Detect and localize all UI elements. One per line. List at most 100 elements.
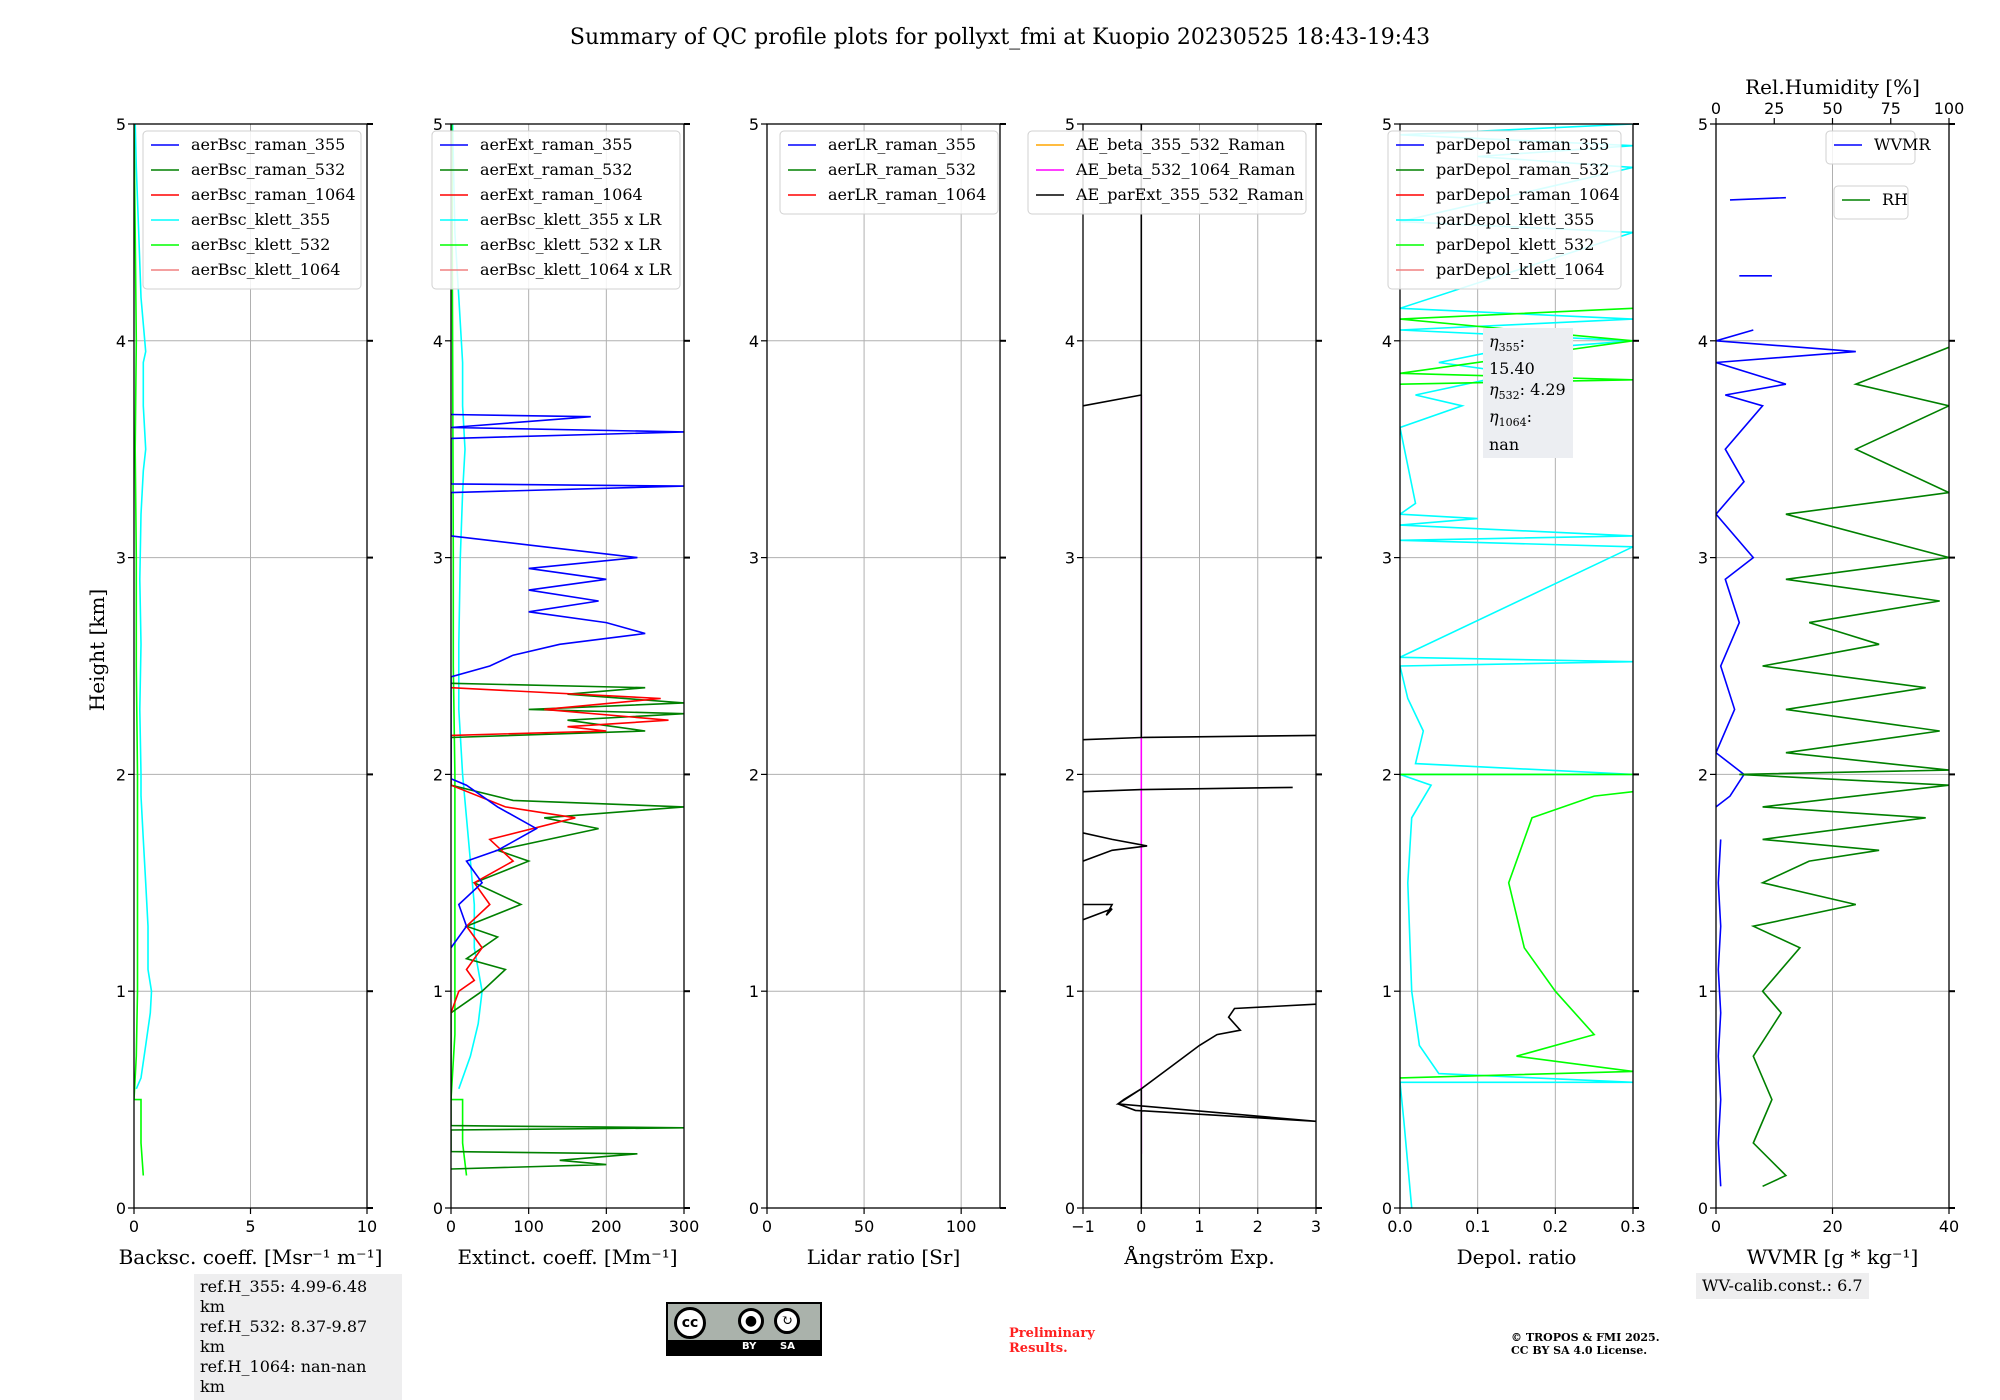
copyright-note: © TROPOS & FMI 2025. CC BY SA 4.0 Licens… [1511,1331,1660,1357]
y-tick-label: 1 [1698,982,1708,1001]
x-axis-label: Depol. ratio [1457,1245,1577,1269]
cc-license-badge: cc ● ↻ BY SA [666,1302,822,1356]
x-axis-label: WVMR [g * kg⁻¹] [1747,1245,1919,1269]
y-tick-label: 4 [116,332,126,351]
axes-frame [1082,123,1317,1209]
y-tick-label: 0 [116,1199,126,1218]
x-axis-label: Backsc. coeff. [Msr⁻¹ m⁻¹] [119,1245,383,1269]
legend-entry: aerExt_raman_355 [480,135,633,154]
y-tick-label: 1 [749,982,759,1001]
y-tick-label: 5 [749,115,759,134]
x-tick-label: 0.0 [1387,1217,1412,1236]
legend: parDepol_raman_355 parDepol_raman_532 parD… [1387,130,1622,290]
y-tick-label: 0 [1065,1199,1075,1218]
x-tick-label: 0 [762,1217,772,1236]
top-tick-label: 75 [1881,99,1901,118]
panel-5: 0.0 0.1 0.2 0.3 0 1 2 3 4 5 Depol. ratio parDepol_r… [1382,115,1646,1269]
y-tick-label: 3 [116,549,126,568]
top-tick-label: 0 [1711,99,1721,118]
y-axis-label: Height [km] [85,589,109,711]
legend-entry: aerBsc_klett_355 [191,210,330,229]
wv-calib-box: WV-calib.const.: 6.7 [1696,1273,1869,1299]
axes-frame [1399,123,1634,1209]
legend: RH [1833,185,1909,220]
legend-entry: parDepol_raman_1064 [1436,185,1620,204]
legend-entry: aerBsc_raman_1064 [191,185,356,204]
axes-frame [133,123,368,1209]
x-tick-label: 0.1 [1465,1217,1490,1236]
ref-height-1064: ref.H_1064: nan-nan km [200,1357,367,1396]
series-aerBsc_klett_532 [134,124,145,1176]
legend: aerBsc_raman_355 aerBsc_raman_532 aerBsc_r… [142,130,362,290]
x-tick-label: 0 [1136,1217,1146,1236]
angstrom-depol-annotation: η355: 15.40 η532: 4.29 η1064: nan [1483,328,1573,458]
legend-entry: aerLR_raman_532 [828,160,976,179]
panel-3: 0 50 100 0 1 2 3 4 5 Lidar ratio [Sr] aerLR_raman_… [749,115,1006,1269]
series-group [451,124,684,1176]
x-tick-label: 0 [446,1217,456,1236]
legend-entry: aerBsc_klett_532 x LR [480,235,662,254]
x-tick-label: 1 [1194,1217,1204,1236]
series-group [1083,124,1316,1208]
y-tick-label: 1 [1065,982,1075,1001]
y-tick-label: 0 [433,1199,443,1218]
y-tick-label: 4 [1382,332,1392,351]
series-group [134,124,153,1176]
legend-entry: aerBsc_klett_355 x LR [480,210,662,229]
x-tick-label: 5 [245,1217,255,1236]
series-WVMR [1729,196,1786,201]
y-tick-label: 3 [433,549,443,568]
legend-entry: aerBsc_klett_1064 x LR [480,260,672,279]
cc-icon: cc [674,1307,706,1339]
series-WVMR [1716,329,1856,808]
axes-frame [766,123,1001,1209]
legend-entry: aerBsc_klett_1064 [191,260,340,279]
y-tick-label: 4 [749,332,759,351]
legend: AE_beta_355_532_Raman AE_beta_532_1064_Ra… [1027,130,1307,215]
x-axis-label: Lidar ratio [Sr] [807,1245,961,1269]
person-icon: ● [738,1308,764,1334]
legend-box [1833,185,1909,220]
legend-box [1387,130,1622,290]
series-AE_parExt_355_532_Raman [1083,394,1142,407]
legend-entry: aerExt_raman_532 [480,160,633,179]
top-tick-label: 100 [1934,99,1965,118]
legend-entry: AE_beta_355_532_Raman [1075,135,1285,154]
series-parDepol_klett_532 [1400,790,1633,1079]
series-WVMR [1717,839,1722,1187]
series-parDepol_klett_355 [1400,124,1633,1208]
legend-box [1825,130,1916,165]
legend: aerExt_raman_355 aerExt_raman_532 aerExt_r… [431,130,681,290]
panel-1: 0 5 10 0 1 2 3 4 5 Backsc. coeff. [Msr⁻¹ m⁻¹] aerB… [116,115,383,1269]
legend-box [779,130,999,215]
legend: aerLR_raman_355 aerLR_raman_532 aerLR_rama… [779,130,999,215]
y-tick-label: 3 [1382,549,1392,568]
axes-frame [450,123,685,1209]
series-aerBsc_klett_532 x LR [451,124,468,1176]
legend-entry: parDepol_raman_355 [1436,135,1609,154]
y-tick-label: 4 [1065,332,1075,351]
y-tick-label: 3 [1065,549,1075,568]
y-tick-label: 2 [1065,765,1075,784]
x-tick-label: 0 [129,1217,139,1236]
y-tick-label: 5 [116,115,126,134]
legend-entry: parDepol_klett_1064 [1436,260,1605,279]
y-tick-label: 1 [116,982,126,1001]
legend-box [142,130,362,290]
y-tick-label: 4 [433,332,443,351]
x-tick-label: 50 [854,1217,874,1236]
panel-2: 0 100 200 300 0 1 2 3 4 5 Extinct. coeff. [Mm⁻¹] ae… [431,115,699,1269]
legend-entry: parDepol_klett_355 [1436,210,1594,229]
legend-entry: aerBsc_raman_532 [191,160,345,179]
legend-entry: aerBsc_klett_532 [191,235,330,254]
x-tick-label: 0 [1711,1217,1721,1236]
x-tick-label: 40 [1939,1217,1959,1236]
x-tick-label: 100 [513,1217,544,1236]
y-tick-label: 2 [1382,765,1392,784]
eta-532: 4.29 [1530,380,1566,400]
eta-1064: nan [1489,434,1520,454]
series-group [1716,196,1949,1188]
legend-entry: AE_beta_532_1064_Raman [1075,160,1295,179]
